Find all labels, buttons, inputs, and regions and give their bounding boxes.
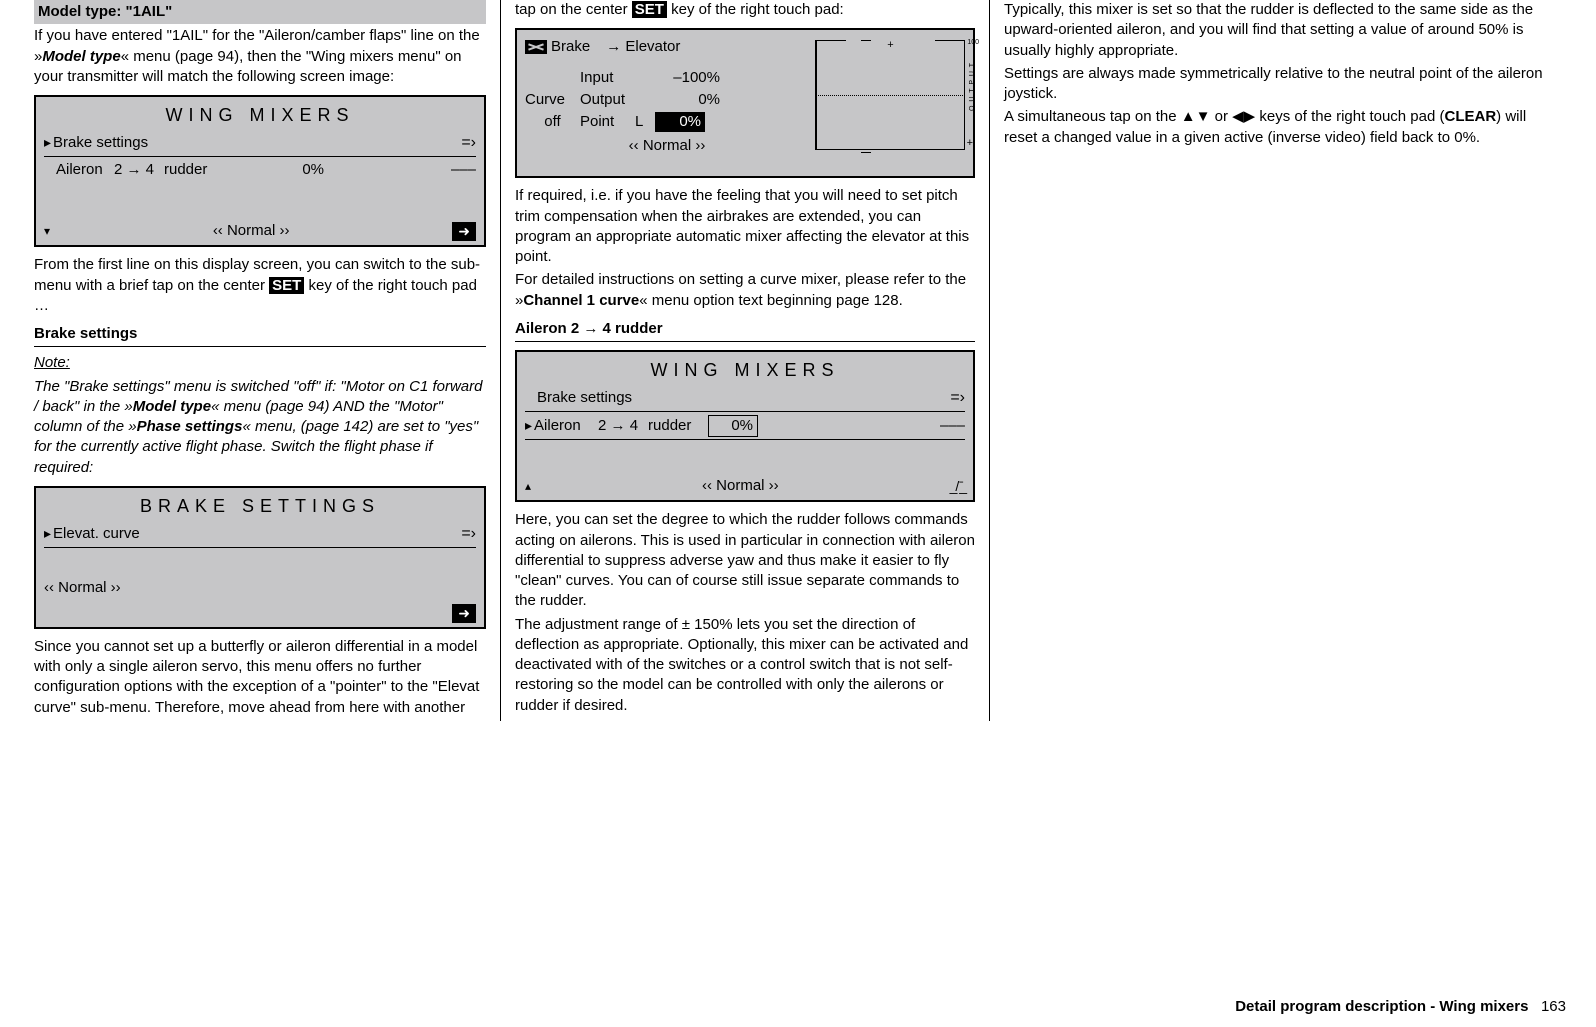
aileron-rudder-heading: Aileron 2 → 4 rudder xyxy=(515,319,975,342)
cursor-icon xyxy=(44,524,53,544)
curve-graph: + + O U T P U T 100 xyxy=(815,40,965,150)
switch-icon: _/ ̄_ xyxy=(950,477,965,496)
para-here-you-can: Here, you can set the degree to which th… xyxy=(515,510,975,611)
lcd-row-aileron-selected: Aileron 2 → 4 rudder 0% ––– xyxy=(525,414,965,440)
brake-settings-heading: Brake settings xyxy=(34,324,486,347)
phase-label: ‹‹ Normal ›› xyxy=(629,136,706,156)
para-settings-symmetric: Settings are always made symmetrically r… xyxy=(1004,64,1546,105)
lcd-brake-settings: BRAKE SETTINGS Elevat. curve =› ‹‹ Norma… xyxy=(34,486,486,629)
set-key-icon: SET xyxy=(269,277,304,294)
phase-label: ‹‹ Normal ›› xyxy=(44,578,476,598)
goto-icon: =› xyxy=(950,387,965,409)
lcd-title: BRAKE SETTINGS xyxy=(44,494,476,518)
model-type-heading: Model type: "1AIL" xyxy=(34,0,486,24)
cursor-icon xyxy=(44,133,53,153)
lcd-wing-mixers-1: WING MIXERS Brake settings =› Aileron 2 … xyxy=(34,95,486,247)
next-icon: ➜ xyxy=(452,604,476,623)
goto-icon: =› xyxy=(461,523,476,545)
lcd-title: WING MIXERS xyxy=(44,103,476,127)
mixer-value: 0% xyxy=(708,415,758,437)
selected-point-value: 0% xyxy=(655,112,705,132)
para-adjustment-range: The adjustment range of ± 150% lets you … xyxy=(515,615,975,716)
para-since-cannot: Since you cannot set up a butterfly or a… xyxy=(34,637,486,718)
set-key-icon: SET xyxy=(632,1,667,18)
para-tap-center: tap on the center SET key of the right t… xyxy=(515,0,975,20)
para-switch-submenu: From the first line on this display scre… xyxy=(34,255,486,316)
para-simultaneous-tap: A simultaneous tap on the ▲▼ or ◀▶ keys … xyxy=(1004,107,1546,148)
lcd-row-aileron: Aileron 2 → 4 rudder 0% ––– xyxy=(44,159,476,181)
column-1: Model type: "1AIL" If you have entered "… xyxy=(20,0,500,721)
para-typically: Typically, this mixer is set so that the… xyxy=(1004,0,1546,61)
next-icon: ➜ xyxy=(452,222,476,241)
lcd-wing-mixers-2: WING MIXERS Brake settings =› Aileron 2 … xyxy=(515,350,975,502)
lcd-row-brake: Brake settings =› xyxy=(44,131,476,157)
lcd-title: WING MIXERS xyxy=(525,358,965,382)
lcd-curve: Brake → Elevator Input –100% Curve Outpu… xyxy=(515,28,975,178)
para-detailed-instructions: For detailed instructions on setting a c… xyxy=(515,270,975,311)
note-body: The "Brake settings" menu is switched "o… xyxy=(34,377,486,478)
brake-icon xyxy=(525,40,547,54)
column-2: tap on the center SET key of the right t… xyxy=(500,0,990,721)
para-if-required: If required, i.e. if you have the feelin… xyxy=(515,186,975,267)
intro-paragraph: If you have entered "1AIL" for the "Aile… xyxy=(34,26,486,87)
phase-label: ‹‹ Normal ›› xyxy=(50,221,452,241)
lcd-row-brake: Brake settings =› xyxy=(525,386,965,412)
column-3: Typically, this mixer is set so that the… xyxy=(990,0,1560,721)
goto-icon: =› xyxy=(461,132,476,154)
lcd-row-elevat: Elevat. curve =› xyxy=(44,522,476,548)
page-footer: Detail program description - Wing mixers… xyxy=(1235,997,1566,1017)
phase-label: ‹‹ Normal ›› xyxy=(531,476,950,496)
note-label: Note: xyxy=(34,354,70,371)
cursor-icon xyxy=(525,416,534,436)
